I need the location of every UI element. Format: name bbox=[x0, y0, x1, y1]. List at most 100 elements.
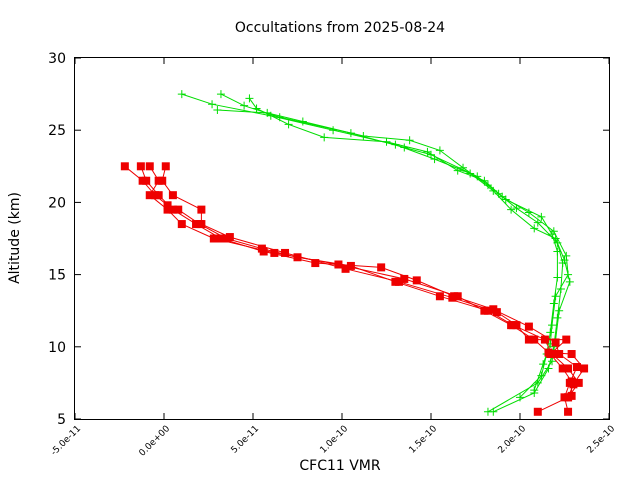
data-point-plus bbox=[553, 247, 562, 256]
series-line bbox=[161, 166, 573, 396]
y-tick-label: 30 bbox=[48, 51, 66, 67]
data-point-square bbox=[163, 201, 172, 210]
data-point-plus bbox=[473, 172, 482, 181]
y-tick-label: 5 bbox=[57, 412, 66, 428]
x-tick-label: 2.5e-10 bbox=[586, 424, 618, 456]
chart-title: Occultations from 2025-08-24 bbox=[235, 20, 445, 36]
data-point-square bbox=[580, 364, 589, 373]
data-point-square bbox=[555, 350, 564, 359]
data-point-plus bbox=[400, 143, 409, 152]
data-point-plus bbox=[320, 133, 329, 142]
data-point-plus bbox=[435, 146, 444, 155]
data-point-square bbox=[480, 306, 489, 315]
data-point-plus bbox=[240, 101, 249, 110]
data-point-plus bbox=[208, 100, 217, 109]
data-point-square bbox=[524, 322, 533, 331]
data-point-plus bbox=[245, 94, 254, 103]
x-tick-label: 1.0e-10 bbox=[319, 424, 351, 456]
data-point-square bbox=[564, 364, 573, 373]
data-point-square bbox=[197, 205, 206, 214]
data-point-square bbox=[216, 234, 225, 243]
series-3 bbox=[245, 94, 573, 395]
data-point-square bbox=[533, 407, 542, 416]
data-point-plus bbox=[453, 166, 462, 175]
data-point-square bbox=[136, 162, 145, 171]
series-2 bbox=[213, 105, 562, 402]
data-point-plus bbox=[548, 357, 557, 366]
data-point-square bbox=[551, 338, 560, 347]
y-tick-label: 25 bbox=[48, 123, 66, 139]
data-point-plus bbox=[480, 176, 489, 185]
series-5 bbox=[136, 162, 581, 416]
data-point-plus bbox=[459, 163, 468, 172]
x-axis-label: CFC11 VMR bbox=[299, 458, 381, 474]
data-point-square bbox=[154, 191, 163, 200]
data-point-plus bbox=[507, 205, 516, 214]
data-point-square bbox=[507, 321, 516, 330]
data-point-square bbox=[412, 276, 421, 285]
data-point-square bbox=[168, 191, 177, 200]
data-point-square bbox=[120, 162, 129, 171]
plot-frame bbox=[74, 57, 610, 420]
data-point-square bbox=[177, 220, 186, 229]
data-point-plus bbox=[530, 386, 539, 395]
data-point-square bbox=[168, 205, 177, 214]
data-point-plus bbox=[549, 299, 558, 308]
data-point-plus bbox=[483, 181, 492, 190]
data-point-square bbox=[567, 391, 576, 400]
data-point-plus bbox=[555, 306, 564, 315]
y-tick-label: 10 bbox=[48, 340, 66, 356]
data-point-plus bbox=[544, 364, 553, 373]
data-point-plus bbox=[423, 147, 432, 156]
data-point-square bbox=[341, 264, 350, 273]
data-point-square bbox=[512, 321, 521, 330]
data-point-plus bbox=[405, 136, 414, 145]
series-line bbox=[181, 93, 571, 413]
data-point-plus bbox=[359, 131, 368, 140]
data-point-plus bbox=[489, 407, 498, 416]
data-point-square bbox=[161, 162, 170, 171]
data-point-square bbox=[163, 205, 172, 214]
y-tick-label: 20 bbox=[48, 195, 66, 211]
data-point-square bbox=[346, 261, 355, 270]
data-point-square bbox=[453, 292, 462, 301]
data-point-plus bbox=[551, 292, 560, 301]
data-point-square bbox=[562, 335, 571, 344]
data-point-square bbox=[281, 248, 290, 257]
data-point-plus bbox=[558, 259, 567, 268]
series-6 bbox=[145, 162, 589, 402]
x-tick-label: 1.5e-10 bbox=[408, 424, 440, 456]
data-point-square bbox=[311, 259, 320, 268]
data-point-square bbox=[259, 247, 268, 256]
data-point-square bbox=[435, 292, 444, 301]
data-point-plus bbox=[382, 137, 391, 146]
data-point-plus bbox=[546, 328, 555, 337]
data-point-plus bbox=[553, 273, 562, 282]
data-point-plus bbox=[213, 105, 222, 114]
data-point-plus bbox=[498, 192, 507, 201]
data-point-square bbox=[448, 293, 457, 302]
data-point-plus bbox=[562, 251, 571, 260]
data-point-plus bbox=[564, 270, 573, 279]
data-point-square bbox=[142, 176, 151, 185]
series-0 bbox=[177, 90, 574, 416]
data-point-plus bbox=[177, 90, 186, 99]
data-point-plus bbox=[298, 117, 307, 126]
x-tick-label: 2.0e-10 bbox=[497, 424, 529, 456]
data-point-square bbox=[158, 176, 167, 185]
data-point-plus bbox=[516, 393, 524, 402]
x-tick-label: -5.0e-11 bbox=[49, 424, 83, 458]
series-line bbox=[248, 98, 569, 391]
data-point-square bbox=[567, 377, 576, 386]
data-point-square bbox=[225, 233, 234, 242]
data-point-square bbox=[145, 191, 154, 200]
data-point-square bbox=[492, 308, 501, 317]
series-layer bbox=[120, 90, 589, 416]
data-point-square bbox=[564, 407, 573, 416]
data-point-plus bbox=[252, 104, 261, 113]
data-point-plus bbox=[549, 227, 558, 236]
x-tick-label: 0.0e+00 bbox=[138, 424, 173, 459]
data-point-square bbox=[572, 363, 581, 372]
data-point-plus bbox=[533, 218, 542, 227]
